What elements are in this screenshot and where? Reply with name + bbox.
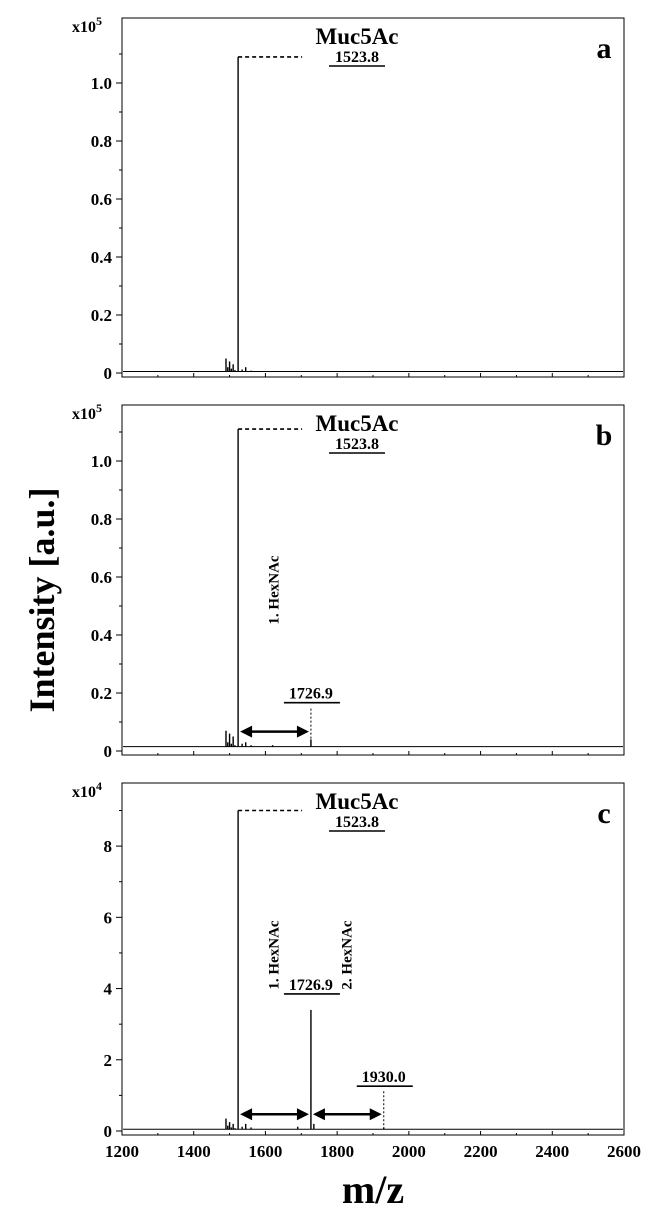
arrow-head-left bbox=[240, 725, 253, 738]
peak-mz-label: 1523.8 bbox=[335, 49, 379, 66]
arrow-head-right bbox=[369, 1108, 382, 1121]
x-tick-label: 2400 bbox=[535, 1142, 569, 1161]
peak-name-label: Muc5Ac bbox=[315, 24, 398, 49]
hexnac-label: 2. HexNAc bbox=[339, 920, 355, 989]
y-tick-label: 0.4 bbox=[91, 626, 113, 645]
y-tick-label: 0.8 bbox=[91, 132, 112, 151]
y-tick-label: 0.6 bbox=[91, 190, 112, 209]
peak-name-label: Muc5Ac bbox=[315, 789, 398, 814]
peak-mz-label: 1523.8 bbox=[335, 436, 379, 453]
y-tick-label: 0.6 bbox=[91, 568, 112, 587]
y-multiplier-exponent: 4 bbox=[96, 779, 102, 793]
peak-mz-label: 1726.9 bbox=[289, 977, 333, 994]
x-axis-title: m/z bbox=[342, 1167, 404, 1212]
arrow-head-left bbox=[240, 1108, 253, 1121]
peak-name-label: Muc5Ac bbox=[315, 411, 398, 436]
arrow-head-right bbox=[296, 725, 309, 738]
hexnac-label: 1. HexNAc bbox=[267, 920, 283, 989]
x-tick-label: 2200 bbox=[464, 1142, 498, 1161]
y-multiplier: x105 bbox=[72, 401, 102, 423]
y-tick-label: 0 bbox=[104, 1122, 113, 1141]
arrow-head-left bbox=[312, 1108, 325, 1121]
y-tick-label: 6 bbox=[104, 908, 113, 927]
x-tick-label: 1800 bbox=[320, 1142, 354, 1161]
y-tick-label: 0.2 bbox=[91, 306, 112, 325]
peak-mz-label: 1930.0 bbox=[362, 1069, 406, 1086]
y-tick-label: 0.8 bbox=[91, 510, 112, 529]
panel-letter-a: a bbox=[597, 32, 612, 65]
y-tick-label: 0.2 bbox=[91, 684, 112, 703]
panel-letter-c: c bbox=[597, 797, 610, 830]
y-tick-label: 2 bbox=[104, 1051, 113, 1070]
y-tick-label: 1.0 bbox=[91, 452, 112, 471]
y-multiplier-exponent: 5 bbox=[96, 401, 102, 415]
arrow-head-right bbox=[296, 1108, 309, 1121]
x-tick-label: 1600 bbox=[248, 1142, 282, 1161]
y-tick-label: 0 bbox=[104, 364, 113, 383]
y-axis-title: Intensity [a.u.] bbox=[22, 487, 62, 712]
panel-letter-b: b bbox=[596, 419, 613, 452]
x-tick-label: 1400 bbox=[177, 1142, 211, 1161]
y-multiplier: x104 bbox=[72, 779, 102, 801]
peak-mz-label: 1726.9 bbox=[289, 686, 333, 703]
plot-frame bbox=[121, 17, 625, 378]
y-tick-label: 4 bbox=[104, 980, 113, 999]
peak-mz-label: 1523.8 bbox=[335, 814, 379, 831]
plot-frame bbox=[121, 404, 625, 756]
y-multiplier: x105 bbox=[72, 14, 102, 36]
x-tick-label: 2000 bbox=[392, 1142, 426, 1161]
hexnac-label: 1. HexNAc bbox=[267, 555, 283, 624]
y-tick-label: 0.4 bbox=[91, 248, 113, 267]
y-multiplier-exponent: 5 bbox=[96, 14, 102, 28]
y-tick-label: 0 bbox=[104, 742, 113, 761]
x-tick-label: 2600 bbox=[607, 1142, 641, 1161]
x-tick-label: 1200 bbox=[105, 1142, 139, 1161]
y-tick-label: 1.0 bbox=[91, 74, 112, 93]
y-tick-label: 8 bbox=[104, 837, 113, 856]
